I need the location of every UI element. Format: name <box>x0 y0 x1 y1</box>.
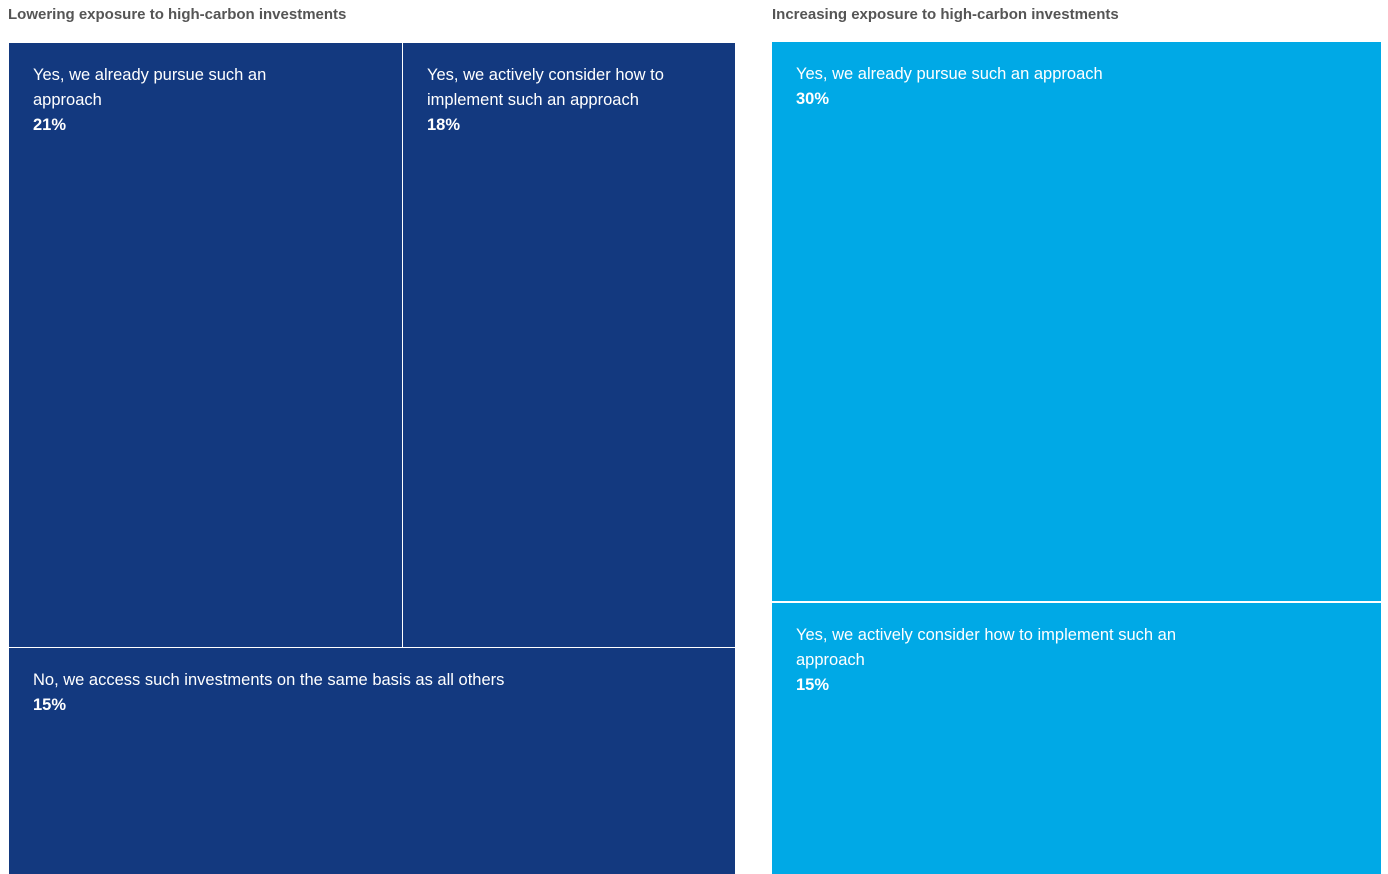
tile-value: 15% <box>33 696 67 714</box>
tile-value: 21% <box>33 116 67 134</box>
treemap-tile-increasing-actively-consider: Yes, we actively consider how to impleme… <box>772 603 1381 874</box>
treemap-tile-lowering-same-basis: No, we access such investments on the sa… <box>9 648 735 874</box>
tile-label: Yes, we actively consider how to impleme… <box>427 66 664 109</box>
treemap-tile-lowering-already-pursue: Yes, we already pursue such an approach … <box>9 43 402 647</box>
tile-value: 18% <box>427 116 461 134</box>
tile-label: Yes, we already pursue such an approach <box>796 65 1103 83</box>
treemap-tile-lowering-actively-consider: Yes, we actively consider how to impleme… <box>403 43 735 647</box>
tile-label: No, we access such investments on the sa… <box>33 671 505 689</box>
tile-value: 30% <box>796 90 830 108</box>
tile-label: Yes, we already pursue such an approach <box>33 66 267 109</box>
tile-label: Yes, we actively consider how to impleme… <box>796 626 1176 669</box>
chart-title-increasing: Increasing exposure to high-carbon inves… <box>772 6 1119 23</box>
tile-value: 15% <box>796 676 830 694</box>
chart-title-lowering: Lowering exposure to high-carbon investm… <box>8 6 347 23</box>
treemap-tile-increasing-already-pursue: Yes, we already pursue such an approach … <box>772 42 1381 601</box>
